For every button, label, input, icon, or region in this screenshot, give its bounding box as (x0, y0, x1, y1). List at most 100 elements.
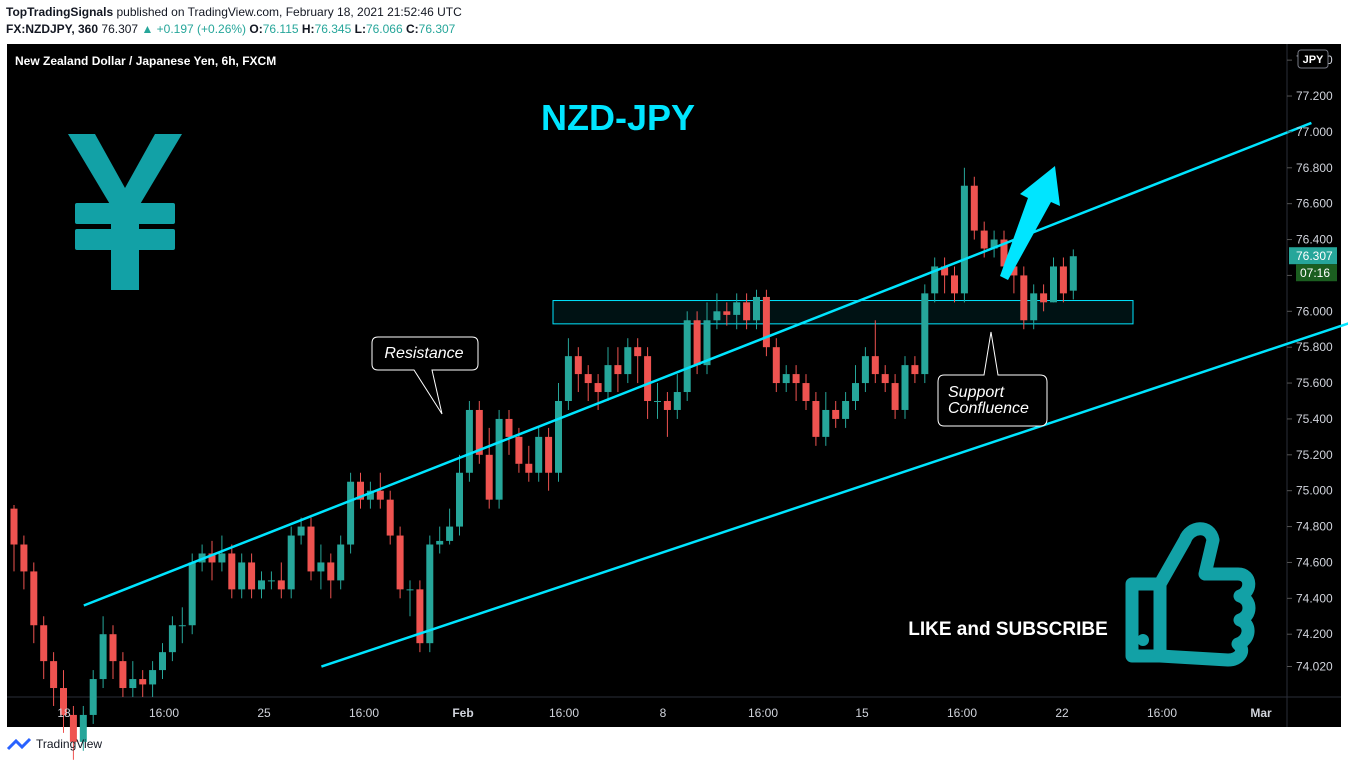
candle-body (386, 499, 394, 536)
candle-body (951, 275, 958, 294)
candle-body (1010, 266, 1018, 276)
time-tick-label: 16:00 (1147, 706, 1177, 720)
candle-body (574, 356, 582, 375)
candle-body (347, 481, 355, 545)
price-tick-label: 76.600 (1296, 197, 1333, 211)
candle-body (366, 490, 374, 500)
candle-body (812, 400, 820, 437)
candle-body (614, 365, 622, 375)
candle (376, 472, 384, 509)
time-tick-label: 15 (855, 706, 869, 720)
candle (396, 526, 404, 599)
candle (178, 607, 186, 644)
candle-body (327, 562, 335, 581)
candle (713, 293, 721, 330)
candle-body (772, 347, 780, 384)
candle-body (1050, 266, 1057, 303)
candle (931, 257, 939, 303)
candle (258, 571, 265, 599)
candle (1069, 249, 1077, 300)
close-value: 76.307 (418, 22, 456, 36)
candle-body (297, 526, 305, 536)
candle (188, 553, 196, 635)
candle (683, 311, 691, 401)
candle (842, 392, 850, 428)
candle (555, 383, 562, 482)
price-tick-label: 74.200 (1296, 627, 1333, 641)
candle (703, 302, 711, 375)
candle-body (990, 239, 998, 249)
candle-body (723, 311, 731, 315)
candle (307, 517, 315, 581)
low-value: 76.066 (365, 22, 403, 36)
candle (159, 643, 166, 680)
candle (168, 616, 176, 662)
candle-body (941, 266, 949, 276)
candle (1020, 266, 1028, 330)
candle (564, 338, 572, 410)
candle-body (40, 625, 48, 662)
candle (69, 705, 77, 760)
candle-body (277, 580, 285, 590)
candle-body (545, 436, 553, 473)
candle (277, 562, 285, 599)
candle-body (267, 580, 275, 582)
candle-body (634, 347, 642, 357)
channel-upper-line (83, 121, 1312, 607)
candle (456, 454, 463, 536)
candle (634, 338, 642, 384)
high-label: H: (301, 22, 315, 36)
candle (20, 535, 28, 590)
candle (50, 652, 58, 706)
candle-body (1030, 293, 1038, 321)
candle-body (515, 436, 523, 464)
candle-body (485, 454, 493, 500)
chart-background (7, 44, 1341, 727)
candle (495, 409, 503, 509)
candle (960, 167, 968, 303)
time-tick-label: 25 (257, 706, 271, 720)
candle (545, 427, 553, 491)
candle (782, 365, 790, 393)
candle (119, 652, 127, 697)
tradingview-footer[interactable]: TradingView (6, 737, 102, 751)
support-callout (937, 331, 1048, 427)
candle (208, 540, 216, 581)
candle (624, 338, 632, 384)
candle-body (753, 296, 760, 321)
candle-body (654, 400, 661, 402)
candle (357, 472, 364, 509)
candle-body (50, 661, 58, 689)
candle (772, 338, 780, 393)
candle (347, 472, 355, 554)
candle-body (446, 526, 454, 541)
candle (525, 445, 533, 482)
candle-body (228, 553, 236, 590)
candle-body (119, 661, 127, 689)
candle-body (188, 562, 196, 626)
candle-body (69, 714, 77, 742)
candle (1059, 257, 1067, 303)
publish-line: TopTradingSignals published on TradingVi… (6, 5, 462, 19)
candle-body (337, 544, 345, 581)
price-label-box (1289, 247, 1337, 265)
candle (317, 544, 325, 590)
publish-info: published on TradingView.com, February 1… (116, 5, 462, 19)
candle (535, 427, 543, 482)
candle-body (178, 625, 186, 627)
candle-body (60, 688, 67, 715)
candle (911, 356, 919, 384)
candle-body (782, 374, 790, 384)
current-price-label: 76.307 (1296, 249, 1333, 263)
candle (614, 347, 622, 393)
candle-body (129, 679, 137, 689)
candle-body (762, 296, 770, 348)
candle-body (396, 535, 404, 590)
publisher-name[interactable]: TopTradingSignals (6, 5, 114, 19)
candle-body (842, 400, 850, 419)
candle-body (921, 293, 929, 375)
close-label: C: (405, 22, 419, 36)
candle-body (139, 679, 147, 685)
candle (792, 365, 800, 401)
